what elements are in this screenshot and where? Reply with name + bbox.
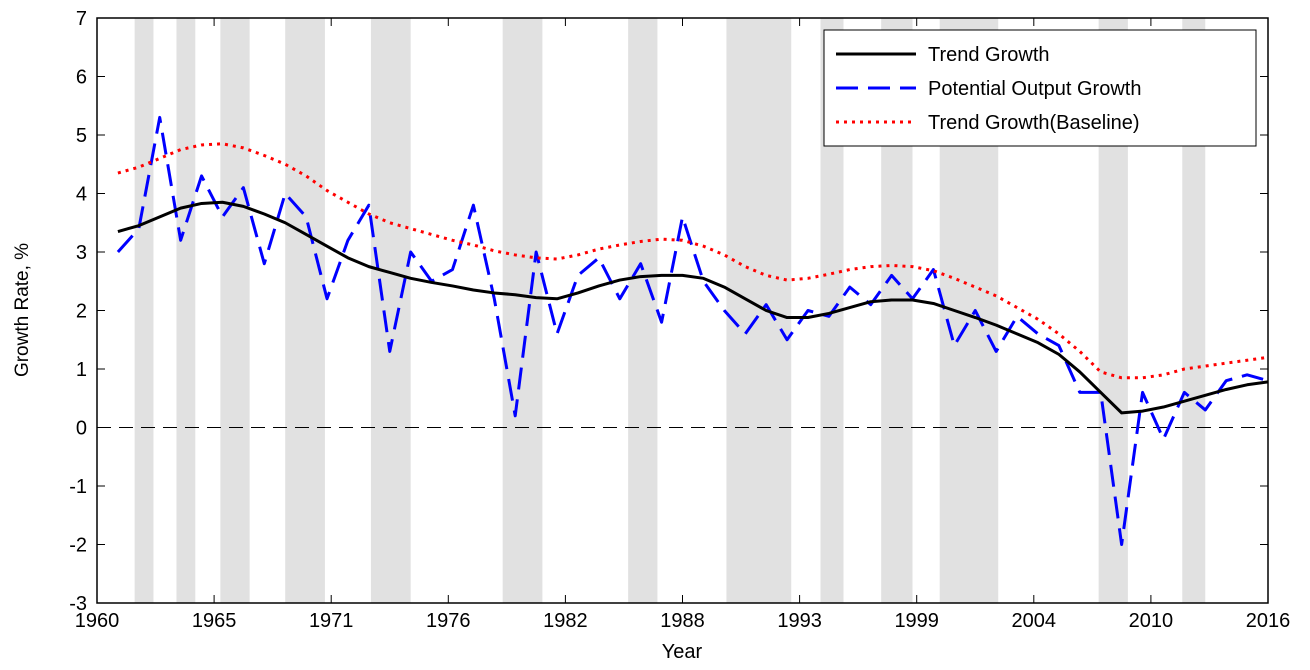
x-tick-label: 1993 <box>777 610 822 632</box>
shaded-period <box>285 18 325 603</box>
shaded-period <box>628 18 658 603</box>
shaded-period <box>176 18 196 603</box>
x-tick-label: 2004 <box>1012 610 1057 632</box>
x-tick-label: 1982 <box>543 610 588 632</box>
y-tick-label: 5 <box>76 125 87 147</box>
legend-label: Potential Output Growth <box>928 78 1141 100</box>
y-tick-label: 2 <box>76 301 87 323</box>
x-tick-label: 1988 <box>660 610 705 632</box>
shaded-period <box>502 18 543 603</box>
series-line <box>116 115 1269 546</box>
shaded-period <box>726 18 792 603</box>
x-tick-label: 1971 <box>309 610 354 632</box>
x-tick-label: 2010 <box>1129 610 1174 632</box>
y-tick-label: 7 <box>76 8 87 30</box>
x-tick-label: 1960 <box>75 610 120 632</box>
y-tick-label: -3 <box>69 593 87 615</box>
y-tick-label: -1 <box>69 476 87 498</box>
legend-label: Trend Growth <box>928 44 1050 66</box>
shaded-period <box>1182 18 1206 603</box>
y-tick-label: -2 <box>69 535 87 557</box>
y-tick-label: 4 <box>76 184 87 206</box>
y-axis-label: Growth Rate, % <box>12 243 33 377</box>
y-tick-label: 3 <box>76 242 87 264</box>
series-line <box>117 200 1269 415</box>
x-tick-label: 2016 <box>1246 610 1291 632</box>
y-tick-label: 0 <box>76 418 87 440</box>
shaded-period <box>220 18 250 603</box>
shaded-period <box>370 18 411 603</box>
y-tick-label: 6 <box>76 67 87 89</box>
x-tick-label: 1965 <box>192 610 237 632</box>
legend-label: Trend Growth(Baseline) <box>928 112 1140 134</box>
x-axis-label: Year <box>662 641 703 663</box>
shaded-period <box>134 18 154 603</box>
y-tick-label: 1 <box>76 359 87 381</box>
x-tick-label: 1999 <box>894 610 939 632</box>
x-tick-label: 1976 <box>426 610 471 632</box>
legend-box <box>823 29 1257 147</box>
